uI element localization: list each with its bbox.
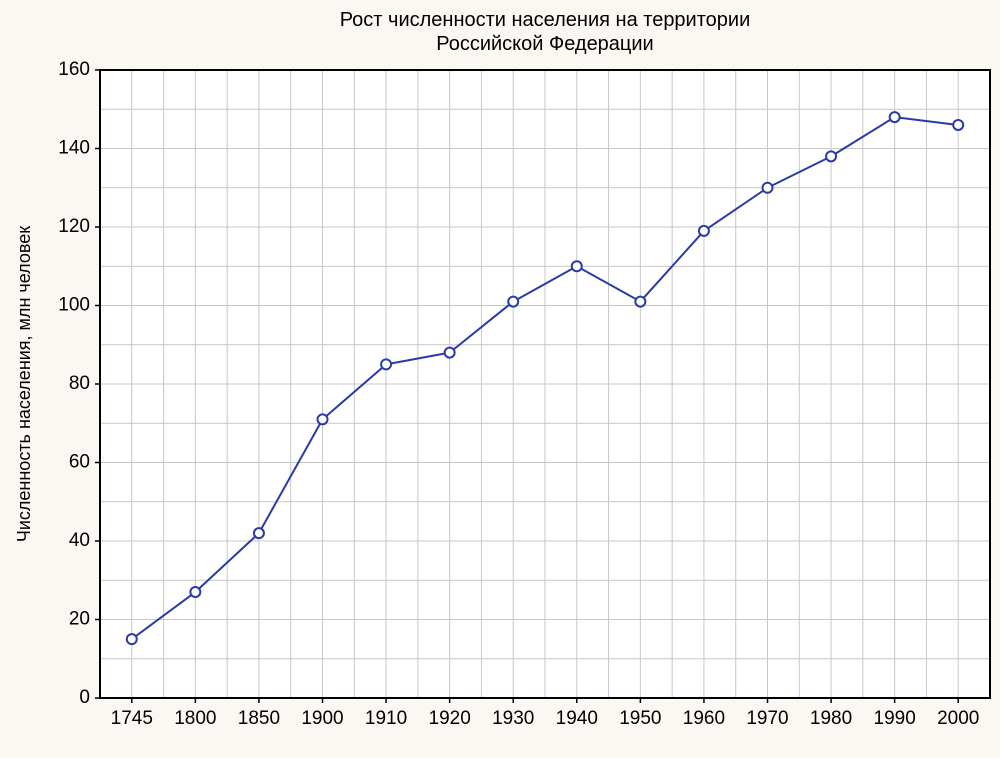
chart-container: 0 20 40 60 80 100 120 140 160 1745 1800 1850 1900 191…: [0, 0, 1000, 758]
y-tick-label: 20: [69, 609, 90, 630]
y-tick-label: 160: [58, 59, 90, 80]
x-tick-label: 2000: [937, 708, 979, 729]
y-tick-label: 0: [79, 687, 90, 708]
data-point: [318, 414, 328, 424]
y-tick-label: 100: [58, 295, 90, 316]
x-tick-label: 1940: [556, 708, 598, 729]
data-point: [699, 226, 709, 236]
chart-title-line1: Рост численности населения на территории: [340, 9, 751, 31]
data-point: [635, 297, 645, 307]
y-tick-label: 120: [58, 216, 90, 237]
data-point: [763, 183, 773, 193]
population-line-chart: 0 20 40 60 80 100 120 140 160 1745 1800 1850 1900 191…: [0, 0, 1000, 758]
x-tick-label: 1970: [746, 708, 788, 729]
x-tick-label: 1900: [301, 708, 343, 729]
x-tick-label: 1920: [429, 708, 471, 729]
data-point: [953, 120, 963, 130]
x-tick-label: 1980: [810, 708, 852, 729]
x-tick-label: 1930: [492, 708, 534, 729]
data-point: [127, 634, 137, 644]
x-tick-label: 1745: [111, 708, 153, 729]
chart-title-line2: Российской Федерации: [436, 33, 653, 55]
y-tick-label: 140: [58, 138, 90, 159]
y-axis-label: Численность населения, млн человек: [14, 226, 34, 542]
x-tick-label: 1990: [874, 708, 916, 729]
x-tick-label: 1850: [238, 708, 280, 729]
x-tick-label: 1950: [619, 708, 661, 729]
data-point: [826, 151, 836, 161]
y-tick-label: 40: [69, 530, 90, 551]
y-tick-label: 60: [69, 452, 90, 473]
x-tick-label: 1960: [683, 708, 725, 729]
data-point: [572, 261, 582, 271]
data-point: [254, 528, 264, 538]
y-tick-label: 80: [69, 373, 90, 394]
data-point: [890, 112, 900, 122]
x-tick-label: 1910: [365, 708, 407, 729]
data-point: [190, 587, 200, 597]
data-point: [381, 359, 391, 369]
data-point: [445, 348, 455, 358]
data-point: [508, 297, 518, 307]
x-tick-label: 1800: [174, 708, 216, 729]
